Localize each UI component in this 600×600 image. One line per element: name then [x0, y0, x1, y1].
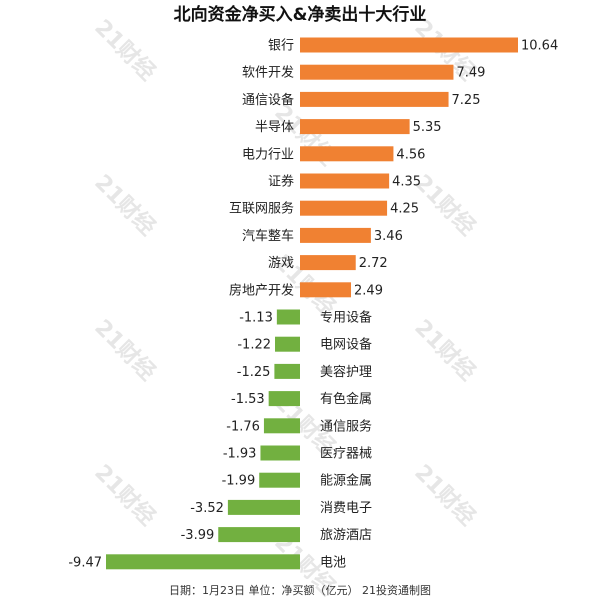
- bar-row: 7.25 通信设备: [242, 91, 481, 108]
- category-label: 旅游酒店: [320, 528, 372, 543]
- category-label: 电网设备: [320, 337, 372, 353]
- category-label: 房地产开发: [229, 282, 294, 298]
- category-label: 有色金属: [320, 391, 372, 407]
- bar: [300, 200, 388, 216]
- data-label: 4.35: [392, 175, 421, 190]
- bar-row: -1.22 电网设备: [237, 336, 372, 353]
- data-label: 2.49: [354, 283, 383, 298]
- bar-row: 7.49 软件开发: [242, 64, 485, 81]
- bar-row: -3.52 消费电子: [190, 499, 372, 516]
- bar: [259, 472, 300, 488]
- bar: [268, 391, 300, 407]
- category-label: 互联网服务: [229, 201, 294, 217]
- bar-row: 2.72 游戏: [268, 255, 388, 271]
- bar-row: -1.76 通信服务: [226, 418, 372, 434]
- data-label: 5.35: [413, 120, 442, 135]
- bar: [300, 173, 390, 189]
- bar-row: -3.99 旅游酒店: [181, 527, 372, 543]
- watermark: 21财经: [89, 14, 160, 85]
- watermark: 21财经: [89, 459, 160, 530]
- chart-footer: 日期：1月23日 单位：净买额（亿元） 21投资通制图: [169, 583, 431, 597]
- data-label: -1.93: [223, 447, 257, 462]
- data-label: -1.13: [239, 311, 273, 326]
- bar: [274, 363, 300, 379]
- watermark: 21财经: [409, 459, 480, 530]
- bar-row: 4.56 电力行业: [242, 146, 425, 162]
- bar-row: 3.46 汽车整车: [242, 227, 403, 244]
- watermark: 21财经: [89, 169, 160, 240]
- data-label: -1.53: [231, 392, 265, 407]
- watermark: 21财经: [409, 314, 480, 385]
- bar: [106, 554, 300, 570]
- bar: [300, 91, 449, 107]
- bar: [300, 282, 352, 298]
- data-label: 7.49: [456, 66, 485, 81]
- category-label: 通信设备: [242, 92, 294, 108]
- data-label: 4.56: [396, 147, 425, 162]
- category-label: 半导体: [255, 120, 294, 135]
- bar-row: 10.64 银行: [268, 37, 558, 54]
- data-label: -1.76: [226, 419, 260, 434]
- bar: [276, 309, 300, 325]
- bar: [260, 445, 300, 461]
- data-label: 10.64: [521, 39, 558, 54]
- bar-row: 4.35 证券: [268, 173, 421, 190]
- bar-row: 5.35 半导体: [255, 119, 442, 135]
- category-label: 专用设备: [320, 310, 372, 326]
- category-label: 证券: [268, 174, 294, 190]
- bar: [300, 227, 371, 243]
- bar-row: -1.93 医疗器械: [223, 445, 372, 462]
- data-label: 2.72: [359, 256, 388, 271]
- category-label: 电池: [320, 555, 346, 570]
- bar: [275, 336, 300, 352]
- category-label: 软件开发: [242, 65, 294, 81]
- bar: [300, 146, 394, 162]
- bar-row: -1.99 能源金属: [222, 472, 372, 489]
- data-label: -1.99: [222, 474, 256, 489]
- bar: [300, 37, 518, 53]
- data-label: 7.25: [452, 93, 481, 108]
- data-label: -9.47: [68, 555, 102, 570]
- category-label: 通信服务: [320, 418, 372, 434]
- category-label: 银行: [268, 39, 294, 54]
- bar: [300, 64, 454, 80]
- category-label: 消费电子: [320, 501, 372, 516]
- bar: [300, 255, 356, 271]
- data-label: -1.22: [237, 338, 271, 353]
- category-label: 能源金属: [320, 473, 372, 489]
- category-label: 游戏: [268, 256, 294, 271]
- data-label: -3.99: [181, 528, 215, 543]
- data-label: -1.25: [237, 365, 271, 380]
- chart-title: 北向资金净买入&净卖出十大行业: [174, 4, 427, 25]
- bar-row: -1.13 专用设备: [239, 309, 372, 326]
- data-label: 3.46: [374, 229, 403, 244]
- bar-row: -1.25 美容护理: [237, 363, 372, 380]
- data-label: -3.52: [190, 501, 224, 516]
- category-label: 美容护理: [320, 364, 372, 380]
- bar-row: -9.47 电池: [68, 554, 346, 570]
- bar-row: 4.25 互联网服务: [229, 200, 419, 217]
- category-label: 医疗器械: [320, 447, 372, 462]
- bar: [300, 119, 410, 135]
- bar-row: -1.53 有色金属: [231, 391, 372, 407]
- category-label: 电力行业: [242, 147, 294, 162]
- data-label: 4.25: [390, 202, 419, 217]
- bar: [263, 418, 300, 434]
- bar: [227, 499, 300, 515]
- watermark: 21财经: [89, 314, 160, 385]
- bar: [218, 527, 300, 543]
- category-label: 汽车整车: [242, 228, 294, 244]
- bar-row: 2.49 房地产开发: [229, 282, 383, 298]
